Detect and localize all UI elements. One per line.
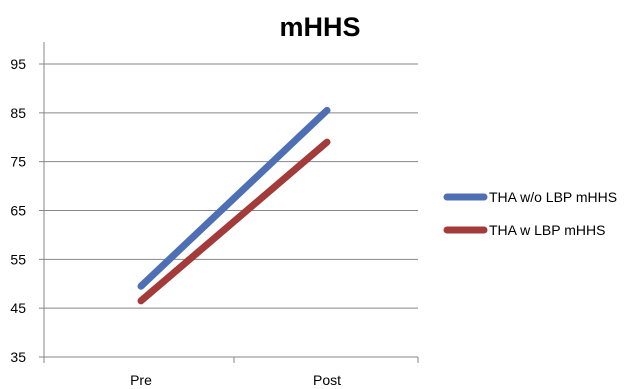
x-tick-label: Pre	[130, 372, 152, 388]
y-tick-label: 65	[10, 203, 26, 219]
x-axis-ticks: Pre Post	[43, 357, 419, 388]
chart-title: mHHS	[279, 12, 360, 42]
x-tick-label: Post	[313, 372, 341, 388]
y-tick-label: 35	[10, 349, 26, 365]
axes	[43, 42, 418, 358]
legend: THA w/o LBP mHHS THA w LBP mHHS	[443, 189, 617, 238]
series-line-1	[137, 106, 331, 290]
y-tick-label: 85	[10, 105, 26, 121]
grid-lines	[44, 63, 418, 309]
series-lines	[137, 106, 331, 305]
y-axis-ticks: 35 45 55 65 75 85 95	[10, 56, 44, 365]
y-tick-label: 45	[10, 300, 26, 316]
series-line-2	[137, 138, 331, 305]
y-tick-label: 95	[10, 56, 26, 72]
legend-label: THA w/o LBP mHHS	[489, 189, 617, 205]
y-tick-label: 55	[10, 251, 26, 267]
legend-item: THA w/o LBP mHHS	[443, 189, 617, 205]
legend-item: THA w LBP mHHS	[443, 222, 605, 238]
y-tick-label: 75	[10, 154, 26, 170]
legend-label: THA w LBP mHHS	[489, 222, 605, 238]
